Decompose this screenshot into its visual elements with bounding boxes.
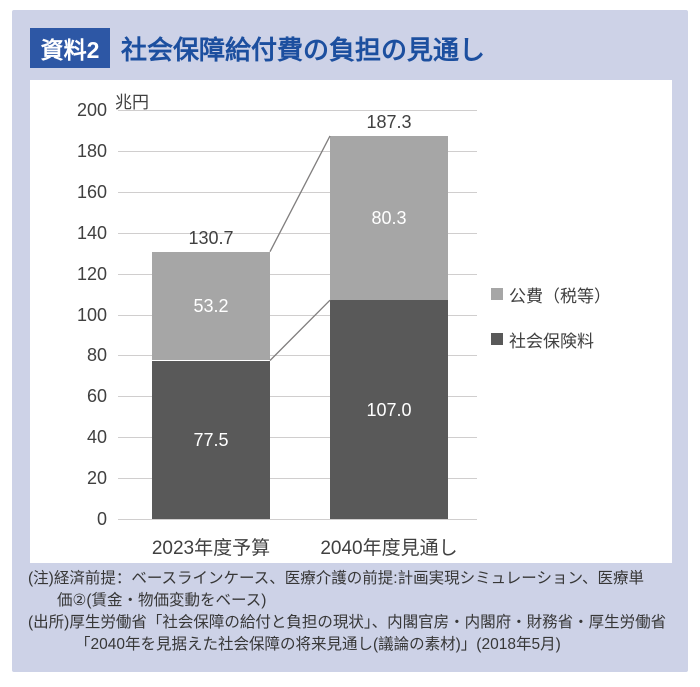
gridline — [118, 519, 477, 520]
source-notes: (注)経済前提：ベースラインケース、医療介護の前提:計画実現シミュレーション、医… — [28, 568, 680, 656]
note-line: (注)経済前提：ベースラインケース、医療介護の前提:計画実現シミュレーション、医… — [28, 570, 645, 587]
total-value-label: 187.3 — [366, 111, 412, 132]
bar-segment-shakai-hokenryo: 107.0 — [330, 300, 448, 519]
bar-segment-shakai-hokenryo: 77.5 — [152, 360, 270, 519]
y-axis-tick-label: 200 — [76, 100, 107, 120]
gridline — [118, 110, 477, 111]
note-line: (出所)厚生労働省「社会保障の給付と負担の現状」、内閣官房・内閣府・財務省・厚生… — [28, 614, 667, 631]
note-line: 「2040年を見据えた社会保障の将来見通し(議論の素材)」(2018年5月) — [75, 636, 561, 653]
y-axis-tick-label: 100 — [76, 304, 107, 325]
segment-value-label: 80.3 — [371, 208, 407, 229]
y-axis-tick-label: 140 — [76, 222, 107, 243]
y-axis-tick-label: 80 — [86, 345, 107, 366]
note-line: 価②(賃金・物価変動をベース) — [57, 592, 267, 609]
y-axis-tick-label: 120 — [76, 263, 107, 284]
y-axis-unit-label: 兆円 — [115, 93, 149, 112]
x-axis-category-label: 2040年度見通し — [320, 538, 458, 559]
bar-segment-kohi: 80.3 — [330, 135, 448, 301]
y-axis-tick-label: 60 — [86, 386, 107, 407]
legend-label: 社会保険料 — [509, 331, 594, 351]
connector-line-total — [269, 135, 331, 253]
gridline — [118, 273, 477, 275]
y-axis-tick-label: 180 — [76, 140, 107, 161]
y-axis-tick-label: 0 — [96, 509, 107, 529]
y-axis-tick-label: 20 — [86, 468, 107, 489]
gridline — [118, 396, 477, 398]
legend-item: 社会保険料 — [491, 328, 594, 351]
segment-value-label: 107.0 — [366, 399, 412, 420]
page-title: 社会保障給付費の負担の見通し — [121, 34, 486, 65]
y-axis-tick-label: 160 — [76, 181, 107, 202]
gridline — [118, 478, 477, 480]
segment-value-label: 77.5 — [193, 429, 229, 450]
bar-segment-kohi: 53.2 — [152, 251, 270, 361]
total-value-label: 130.7 — [188, 227, 234, 248]
material-number-badge: 資料2 — [30, 28, 110, 68]
chart-card: 兆円 200 180 160 140 120 100 80 60 40 20 0 77.5 53.2 1… — [30, 80, 672, 563]
material-panel: 資料2 社会保障給付費の負担の見通し 兆円 200 180 160 140 120 100… — [12, 10, 688, 672]
legend-swatch — [491, 333, 503, 345]
gridline — [118, 437, 477, 439]
segment-value-label: 53.2 — [193, 296, 229, 317]
x-axis-category-label: 2023年度予算 — [151, 538, 271, 559]
legend-label: 公費（税等） — [509, 286, 611, 306]
y-axis-tick-label: 40 — [86, 427, 107, 448]
legend-item: 公費（税等） — [491, 283, 611, 306]
legend-swatch — [491, 288, 503, 300]
connector-line-boundary — [269, 299, 331, 361]
